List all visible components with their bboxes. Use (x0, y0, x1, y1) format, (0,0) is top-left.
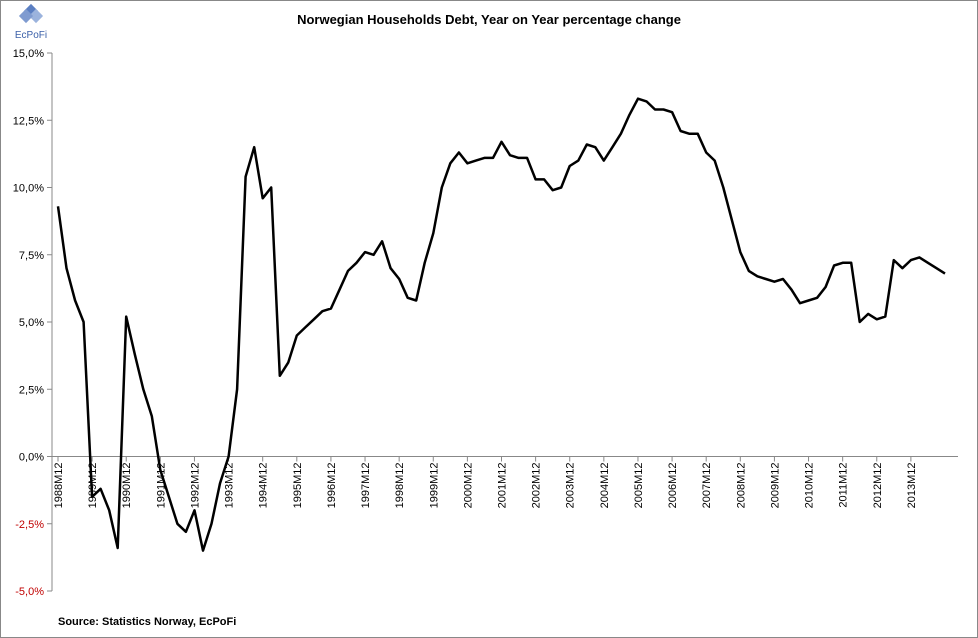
series-line (56, 97, 946, 552)
y-tick-label: 12,5% (13, 115, 44, 127)
x-tick-label: 2002M12 (531, 463, 543, 509)
x-tick-label: 2012M12 (872, 463, 884, 509)
source-note: Source: Statistics Norway, EcPoFi (58, 616, 236, 628)
x-tick-label: 2001M12 (497, 463, 509, 509)
x-tick-label: 1999M12 (428, 463, 440, 509)
x-tick-label: 1994M12 (258, 463, 270, 509)
x-tick-label: 2006M12 (667, 463, 679, 509)
y-tick-label: 2,5% (19, 384, 44, 396)
x-tick-label: 2011M12 (838, 463, 850, 508)
y-tick-label: 7,5% (19, 250, 44, 262)
y-tick-label: 0,0% (19, 452, 44, 464)
y-tick-label: 15,0% (13, 48, 44, 60)
x-tick-label: 1993M12 (224, 463, 236, 509)
y-tick-label: -2,5% (15, 519, 44, 531)
x-tick-label: 1988M12 (53, 463, 65, 509)
x-tick-label: 1998M12 (394, 463, 406, 509)
logo-text: EcPoFi (15, 30, 47, 41)
x-tick-label: 1997M12 (360, 463, 372, 509)
y-tick-label: 10,0% (13, 183, 44, 195)
x-tick-label: 2009M12 (769, 463, 781, 509)
x-tick-label: 1996M12 (326, 463, 338, 509)
x-tick-label: 1992M12 (189, 463, 201, 509)
x-tick-label: 2013M12 (906, 463, 918, 509)
x-tick-label: 1991M12 (155, 463, 167, 509)
x-tick-label: 2008M12 (735, 463, 747, 509)
x-tick-label: 2000M12 (462, 463, 474, 509)
y-tick-label: -5,0% (15, 586, 44, 598)
logo-icon (18, 3, 44, 24)
x-tick-label: 2005M12 (633, 463, 645, 509)
x-tick-label: 1989M12 (87, 463, 99, 509)
chart-title: Norwegian Households Debt, Year on Year … (297, 12, 681, 27)
x-tick-label: 2004M12 (599, 463, 611, 509)
y-tick-label: 5,0% (19, 317, 44, 329)
x-tick-label: 2003M12 (565, 463, 577, 509)
x-tick-label: 2007M12 (701, 463, 713, 509)
x-tick-label: 1990M12 (121, 463, 133, 509)
x-tick-label: 1995M12 (292, 463, 304, 509)
x-tick-label: 2010M12 (804, 463, 816, 509)
